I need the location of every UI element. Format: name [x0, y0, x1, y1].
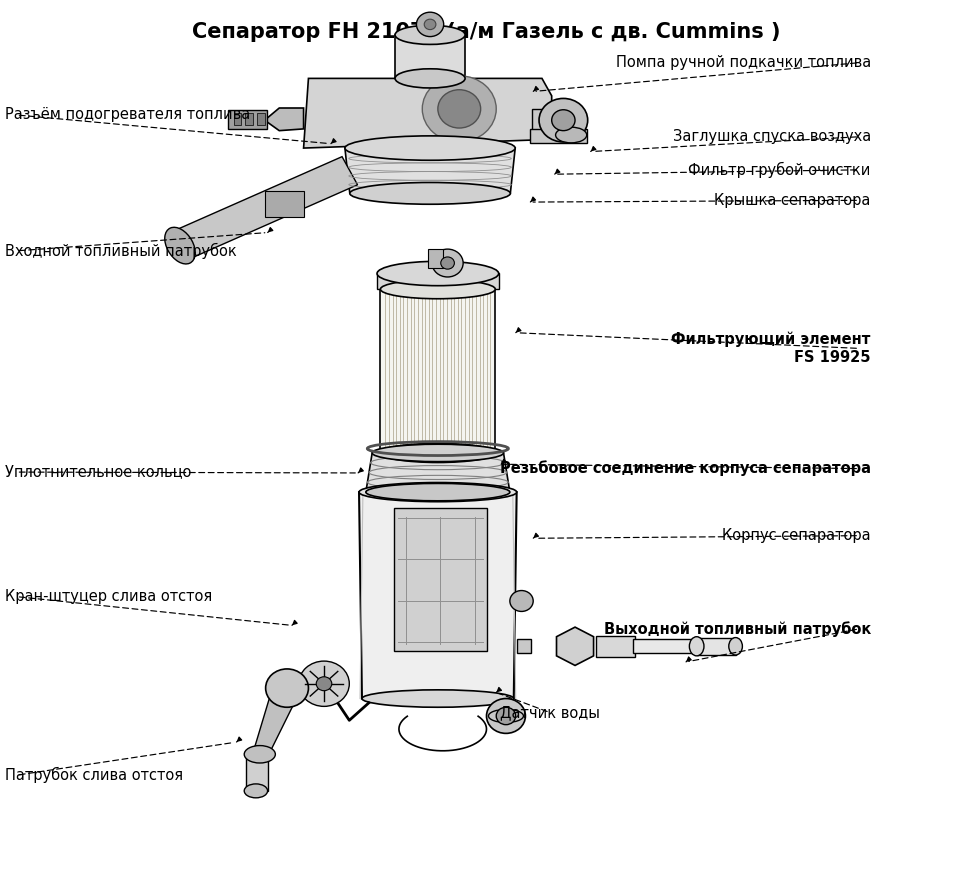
Polygon shape [304, 78, 552, 148]
Polygon shape [395, 35, 465, 78]
Circle shape [510, 591, 533, 611]
Ellipse shape [380, 443, 495, 463]
Ellipse shape [395, 69, 465, 88]
Polygon shape [532, 109, 552, 132]
Ellipse shape [164, 227, 196, 264]
Polygon shape [252, 688, 302, 756]
Bar [633, 639, 697, 653]
Polygon shape [557, 627, 594, 665]
Text: Крышка сепаратора: Крышка сепаратора [714, 192, 871, 208]
Polygon shape [345, 148, 516, 193]
Bar [234, 113, 241, 125]
Ellipse shape [359, 483, 517, 502]
Text: Уплотнительное кольцо: Уплотнительное кольцо [5, 464, 192, 480]
Circle shape [486, 699, 525, 733]
Circle shape [539, 98, 588, 142]
Polygon shape [530, 129, 587, 143]
Text: Патрубок слива отстоя: Патрубок слива отстоя [5, 767, 183, 783]
Circle shape [416, 12, 444, 37]
Text: Выходной топливный патрубок: Выходной топливный патрубок [603, 621, 871, 637]
Circle shape [438, 90, 481, 128]
Circle shape [266, 669, 308, 707]
Ellipse shape [362, 690, 514, 707]
Bar [257, 113, 265, 125]
Text: Сепаратор FH 21077 (а/м Газель с дв. Cummins ): Сепаратор FH 21077 (а/м Газель с дв. Cum… [193, 22, 780, 42]
Ellipse shape [350, 182, 511, 205]
Circle shape [441, 257, 454, 269]
Bar [265, 191, 304, 217]
Text: Входной топливный патрубок: Входной топливный патрубок [5, 243, 236, 259]
Ellipse shape [377, 261, 499, 286]
Ellipse shape [372, 444, 504, 462]
Polygon shape [265, 108, 304, 131]
Text: Кран-штуцер слива отстоя: Кран-штуцер слива отстоя [5, 589, 212, 604]
Ellipse shape [689, 637, 704, 656]
Bar [517, 639, 531, 653]
Ellipse shape [729, 638, 742, 655]
Polygon shape [172, 157, 357, 260]
Circle shape [424, 19, 436, 30]
Bar [697, 638, 736, 655]
Ellipse shape [366, 483, 510, 501]
Ellipse shape [395, 25, 465, 44]
Ellipse shape [344, 136, 516, 160]
Text: Фильтрующий элемент
FS 19925: Фильтрующий элемент FS 19925 [671, 332, 871, 365]
Circle shape [422, 76, 496, 142]
Bar [245, 113, 253, 125]
Ellipse shape [556, 127, 587, 143]
Circle shape [496, 707, 516, 725]
Circle shape [432, 249, 463, 277]
Ellipse shape [380, 280, 495, 299]
Text: Фильтр грубой очистки: Фильтр грубой очистки [689, 162, 871, 178]
Text: Корпус сепаратора: Корпус сепаратора [722, 528, 871, 544]
Bar [394, 508, 486, 651]
Text: Помпа ручной подкачки топлива: Помпа ручной подкачки топлива [616, 55, 871, 71]
Text: Резьбовое соединение корпуса сепаратора: Резьбовое соединение корпуса сепаратора [500, 461, 871, 476]
Bar [228, 110, 267, 129]
Bar [596, 636, 635, 657]
Bar [428, 249, 443, 268]
Polygon shape [366, 453, 510, 492]
Text: Заглушка спуска воздуха: Заглушка спуска воздуха [672, 129, 871, 145]
Polygon shape [246, 752, 268, 791]
Text: Датчик воды: Датчик воды [500, 705, 599, 720]
Polygon shape [378, 273, 498, 289]
Text: Разъём подогревателя топлива: Разъём подогревателя топлива [5, 107, 250, 123]
Polygon shape [380, 289, 495, 453]
Ellipse shape [244, 784, 268, 798]
Ellipse shape [244, 746, 275, 763]
Polygon shape [359, 492, 517, 699]
Circle shape [552, 110, 575, 131]
Circle shape [299, 661, 349, 706]
Circle shape [316, 677, 332, 691]
